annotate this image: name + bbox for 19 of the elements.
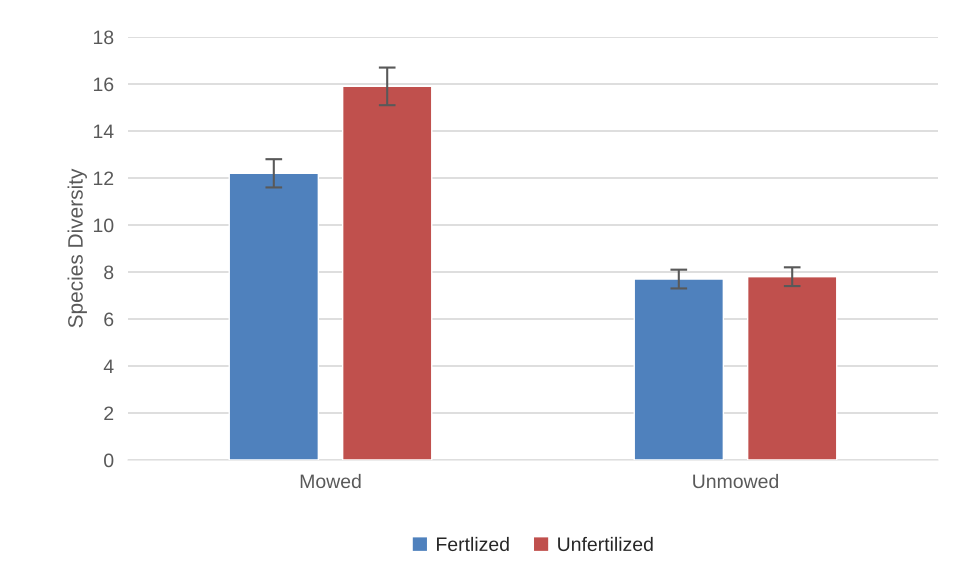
y-tick-label: 8: [104, 265, 114, 280]
bar: [228, 172, 320, 460]
y-tick-label: 6: [104, 312, 114, 326]
y-tick-label: 18: [94, 30, 114, 44]
y-tick-label: 2: [104, 406, 114, 420]
y-tick-label: 16: [94, 77, 114, 92]
x-tick-label: Mowed: [300, 474, 361, 488]
y-tick-label: 0: [104, 453, 114, 468]
y-tick-label: 14: [94, 124, 114, 138]
bar: [342, 86, 432, 460]
y-tick-label: 4: [104, 360, 114, 374]
bar: [746, 276, 838, 460]
y-tick-label: 12: [94, 171, 114, 186]
y-tick-label: 10: [94, 218, 114, 232]
bar: [634, 278, 724, 460]
y-axis-title: Species Diversity: [68, 168, 87, 328]
x-tick-label: Unmowed: [693, 474, 778, 488]
legend-label: Unfertilized: [558, 536, 653, 552]
legend-label: Fertlized: [437, 536, 509, 552]
